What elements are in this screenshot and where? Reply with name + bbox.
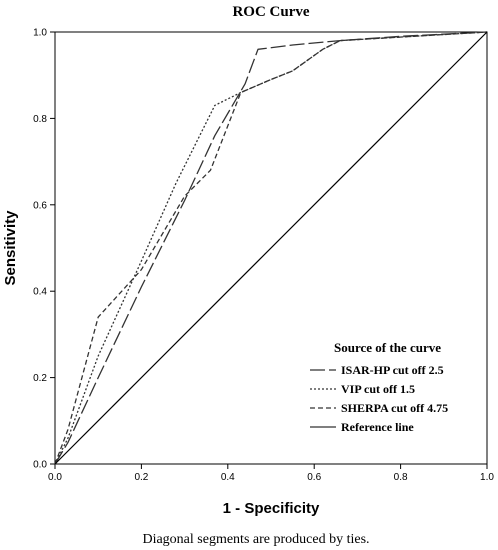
series-line-2 xyxy=(54,31,488,465)
y-tick-label: 1.0 xyxy=(33,28,47,39)
y-tick-label: 0.4 xyxy=(33,287,47,298)
legend-items: ISAR-HP cut off 2.5 VIP cut off 1.5 SHERPA… xyxy=(310,363,448,434)
y-tick-label: 0.6 xyxy=(33,200,47,211)
y-tick-label: 0.0 xyxy=(33,460,47,471)
y-tick-label: 0.8 xyxy=(33,114,47,125)
x-axis-label: 1 - Specificity xyxy=(223,500,320,517)
legend: Source of the curve ISAR-HP cut off 2.5 V… xyxy=(310,340,448,434)
y-axis-label: Sensitivity xyxy=(2,210,19,286)
x-tick-label: 1.0 xyxy=(480,472,494,483)
x-tick-label: 0.6 xyxy=(307,472,321,483)
x-tick-label: 0.8 xyxy=(394,472,408,483)
x-axis-ticks: 0.0 0.2 0.4 0.6 0.8 1.0 xyxy=(48,464,494,483)
series-line-4 xyxy=(54,31,488,465)
x-tick-label: 0.4 xyxy=(221,472,235,483)
chart-title: ROC Curve xyxy=(232,4,309,20)
legend-label-1: ISAR-HP cut off 2.5 xyxy=(341,363,444,377)
legend-label-3: SHERPA cut off 4.75 xyxy=(341,401,448,415)
legend-label-2: VIP cut off 1.5 xyxy=(341,382,415,396)
legend-label-4: Reference line xyxy=(341,420,414,434)
x-tick-label: 0.2 xyxy=(134,472,148,483)
footnote: Diagonal segments are produced by ties. xyxy=(142,532,369,547)
x-tick-label: 0.0 xyxy=(48,472,62,483)
legend-title: Source of the curve xyxy=(334,340,441,355)
y-tick-label: 0.2 xyxy=(33,373,47,384)
plot-frame xyxy=(54,31,488,465)
y-axis-ticks: 0.0 0.2 0.4 0.6 0.8 1.0 xyxy=(33,28,55,471)
series-layer xyxy=(54,31,488,465)
